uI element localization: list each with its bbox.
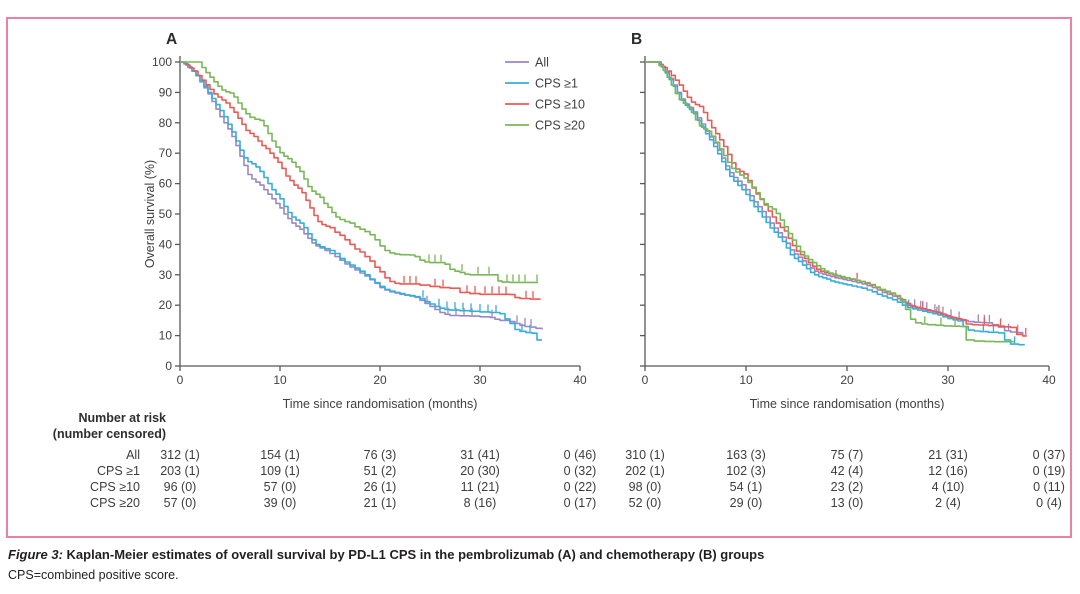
risk-cell: 26 (1): [363, 480, 397, 494]
x-tick-label: 30: [941, 373, 955, 387]
risk-cell: 0 (17): [563, 496, 597, 510]
risk-cell: 76 (3): [363, 448, 397, 462]
x-tick-label: 10: [273, 373, 287, 387]
risk-cell: 21 (31): [928, 448, 968, 462]
x-tick-label: 40: [573, 373, 587, 387]
risk-cell: 109 (1): [260, 464, 300, 478]
risk-cell: 52 (0): [628, 496, 662, 510]
x-tick-label: 40: [1042, 373, 1056, 387]
risk-row-label: CPS ≥10: [90, 480, 140, 494]
risk-row-label: All: [126, 448, 140, 462]
y-tick-label: 0: [165, 359, 172, 373]
risk-cell: 39 (0): [263, 496, 297, 510]
km-curve-cps≥1: [180, 61, 542, 341]
risk-cell: 203 (1): [160, 464, 200, 478]
legend-label: CPS ≥20: [535, 119, 585, 133]
x-tick-label: 20: [840, 373, 854, 387]
risk-cell: 163 (3): [726, 448, 766, 462]
panel-label: B: [631, 31, 642, 48]
y-tick-label: 100: [152, 55, 172, 69]
y-tick-label: 70: [159, 146, 173, 160]
risk-cell: 20 (30): [460, 464, 500, 478]
km-curve-cps≥20: [645, 61, 1015, 343]
risk-cell: 312 (1): [160, 448, 200, 462]
km-curve-cps≥10: [180, 61, 541, 300]
x-tick-label: 10: [739, 373, 753, 387]
risk-cell: 0 (22): [563, 480, 597, 494]
panel-b: B 0 10 20 30 40: [631, 31, 1056, 387]
panel-a: A 0 10 20 30 40 50 60 70 80 90 100 0 10 20 30 40 All CPS ≥…: [152, 31, 587, 387]
figure-footnote: CPS=combined positive score.: [8, 568, 179, 582]
risk-table-header-line1: Number at risk: [78, 411, 166, 425]
risk-cell: 154 (1): [260, 448, 300, 462]
risk-table-header-line2: (number censored): [52, 427, 166, 441]
risk-cell: 0 (19): [1032, 464, 1066, 478]
y-axis-title: Overall survival (%): [143, 159, 157, 269]
risk-cell: 0 (4): [1036, 496, 1062, 510]
risk-row-label: CPS ≥1: [97, 464, 140, 478]
figure-border-frame: [6, 17, 1072, 538]
risk-cell: 102 (3): [726, 464, 766, 478]
risk-cell: 51 (2): [363, 464, 397, 478]
legend-label: All: [535, 56, 549, 70]
risk-cell: 57 (0): [263, 480, 297, 494]
x-axis-title-panel-a: Time since randomisation (months): [282, 397, 478, 411]
km-curve-all: [645, 61, 1024, 334]
risk-cell: 12 (16): [928, 464, 968, 478]
km-curve-all: [180, 61, 543, 330]
risk-cell: 29 (0): [729, 496, 763, 510]
risk-cell: 0 (46): [563, 448, 597, 462]
y-tick-label: 10: [159, 329, 173, 343]
y-tick-label: 30: [159, 268, 173, 282]
risk-cell: 98 (0): [628, 480, 662, 494]
risk-cell: 4 (10): [931, 480, 965, 494]
y-tick-label: 40: [159, 237, 173, 251]
km-curve-cps≥20: [180, 61, 538, 284]
risk-cell: 0 (37): [1032, 448, 1066, 462]
y-tick-label: 80: [159, 116, 173, 130]
risk-cell: 2 (4): [935, 496, 961, 510]
risk-cell: 42 (4): [830, 464, 864, 478]
risk-cell: 0 (11): [1033, 480, 1065, 494]
y-tick-label: 60: [159, 177, 173, 191]
panel-label: A: [166, 31, 177, 48]
risk-cell: 54 (1): [729, 480, 763, 494]
figure-caption: Figure 3: Kaplan-Meier estimates of over…: [8, 547, 764, 562]
risk-cell: 202 (1): [625, 464, 665, 478]
risk-cell: 21 (1): [363, 496, 397, 510]
risk-cell: 8 (16): [463, 496, 497, 510]
legend-label: CPS ≥10: [535, 98, 585, 112]
y-tick-label: 90: [159, 85, 173, 99]
y-tick-label: 50: [159, 207, 173, 221]
x-tick-label: 20: [373, 373, 387, 387]
km-curve-cps≥10: [645, 61, 1027, 337]
risk-cell: 11 (21): [460, 480, 500, 494]
figure-caption-prefix: Figure 3:: [8, 547, 63, 562]
risk-cell: 0 (32): [563, 464, 597, 478]
risk-cell: 75 (7): [830, 448, 864, 462]
risk-cell: 13 (0): [830, 496, 864, 510]
figure-caption-text: Kaplan-Meier estimates of overall surviv…: [62, 547, 765, 562]
km-curve-cps≥1: [645, 61, 1025, 346]
risk-row-label: CPS ≥20: [90, 496, 140, 510]
risk-cell: 310 (1): [625, 448, 665, 462]
risk-cell: 57 (0): [163, 496, 197, 510]
x-tick-label: 0: [642, 373, 649, 387]
risk-cell: 31 (41): [460, 448, 500, 462]
risk-cell: 96 (0): [163, 480, 197, 494]
x-tick-label: 0: [177, 373, 184, 387]
x-axis-title-panel-b: Time since randomisation (months): [749, 397, 945, 411]
risk-cell: 23 (2): [830, 480, 864, 494]
y-tick-label: 20: [159, 298, 173, 312]
legend-label: CPS ≥1: [535, 77, 578, 91]
x-tick-label: 30: [473, 373, 487, 387]
